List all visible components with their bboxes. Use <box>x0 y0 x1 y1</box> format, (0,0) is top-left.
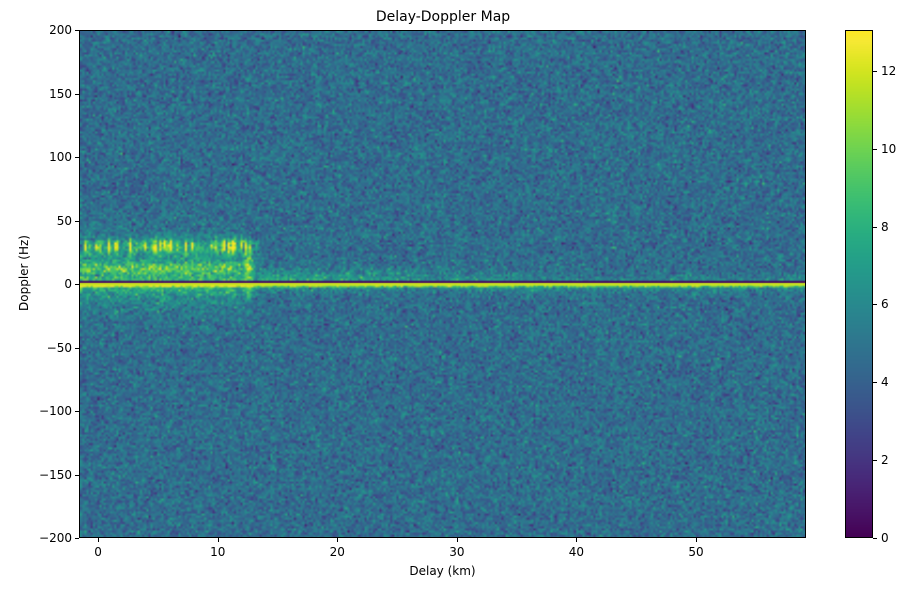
x-axis-label: Delay (km) <box>409 564 476 578</box>
colorbar-tick-mark <box>873 226 877 228</box>
x-tick-mark <box>98 538 100 542</box>
colorbar-tick-mark <box>873 382 877 384</box>
x-tick-label: 50 <box>688 545 704 559</box>
y-tick-label: 0 <box>64 277 72 291</box>
plot-area[interactable] <box>79 30 806 538</box>
y-tick-label: −50 <box>46 340 72 355</box>
y-tick-label: −150 <box>39 467 72 482</box>
y-tick-mark <box>75 347 79 349</box>
colorbar-tick-label: 2 <box>881 453 889 468</box>
y-tick-mark <box>75 411 79 412</box>
y-tick-label: 150 <box>49 86 72 101</box>
y-tick-mark <box>75 220 79 222</box>
colorbar-tick-mark <box>873 148 877 150</box>
colorbar-canvas[interactable] <box>846 31 872 537</box>
x-tick-mark <box>695 538 697 542</box>
chart-title: Delay-Doppler Map <box>375 9 511 25</box>
x-tick-label: 10 <box>210 545 226 559</box>
x-tick-mark <box>217 538 219 542</box>
x-tick-label: 20 <box>329 545 345 559</box>
colorbar-tick-mark <box>873 70 877 72</box>
x-tick-label: 40 <box>568 545 585 559</box>
y-tick-label: 100 <box>49 150 72 164</box>
colorbar-tick-mark <box>873 460 877 462</box>
colorbar-area[interactable] <box>845 30 873 538</box>
y-tick-mark <box>75 93 79 95</box>
heatmap-canvas[interactable] <box>80 31 805 537</box>
colorbar-tick-label: 6 <box>881 297 889 312</box>
y-tick-mark <box>75 157 79 158</box>
y-tick-label: −100 <box>39 404 72 418</box>
y-tick-label: 50 <box>56 213 72 228</box>
x-tick-label: 30 <box>449 545 465 559</box>
colorbar-tick-label: 12 <box>881 63 897 78</box>
y-tick-mark <box>75 30 79 31</box>
colorbar-tick-label: 8 <box>881 219 889 234</box>
y-tick-mark <box>75 474 79 476</box>
y-tick-mark <box>75 284 79 285</box>
x-tick-mark <box>576 538 578 542</box>
colorbar-tick-mark <box>873 304 877 306</box>
colorbar-tick-mark <box>873 538 877 539</box>
y-tick-mark <box>75 538 79 539</box>
y-tick-label: −200 <box>39 531 72 545</box>
colorbar-tick-label: 10 <box>881 141 897 156</box>
y-tick-label: 200 <box>49 23 72 37</box>
x-tick-mark <box>337 538 339 542</box>
colorbar-tick-label: 4 <box>881 375 889 390</box>
colorbar-tick-label: 0 <box>881 531 889 545</box>
x-tick-label: 0 <box>94 545 102 559</box>
y-axis-label: Doppler (Hz) <box>17 235 31 311</box>
x-tick-mark <box>456 538 458 542</box>
